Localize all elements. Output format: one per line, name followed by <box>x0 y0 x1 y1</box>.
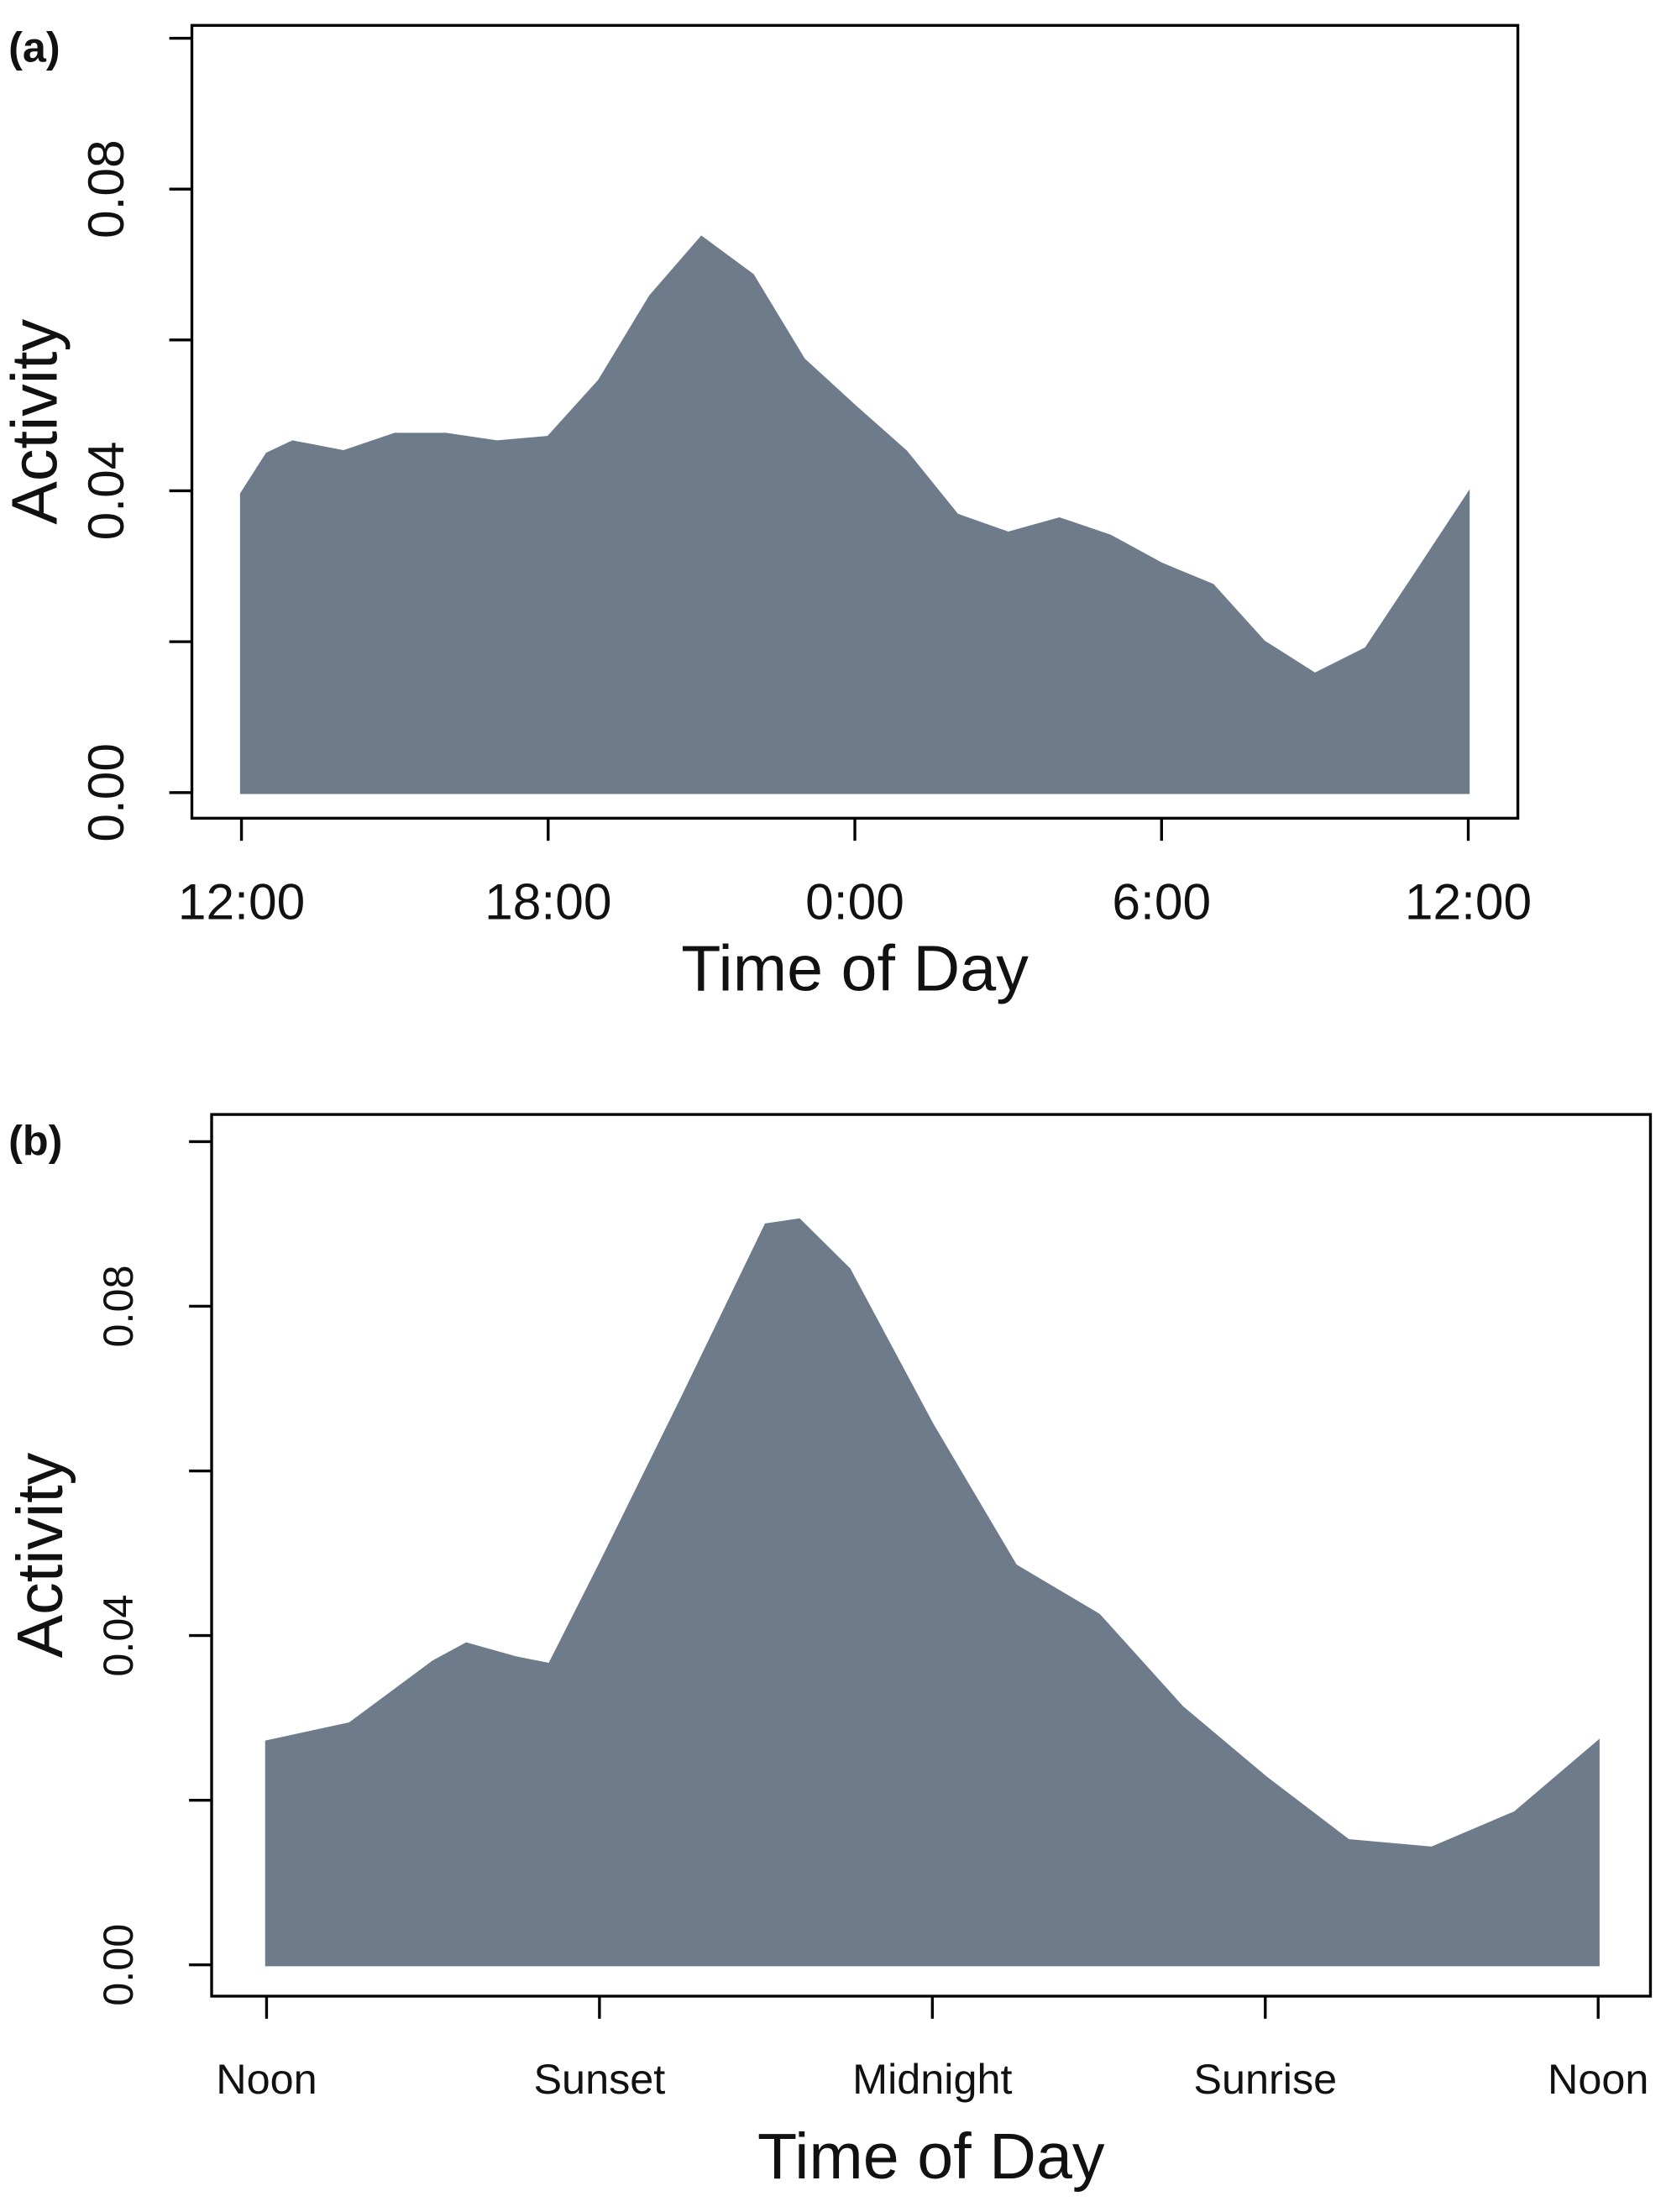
x-tick-label: Noon <box>1548 2055 1648 2103</box>
y-tick-label: 0.08 <box>94 1265 142 1347</box>
x-tick-label: 18:00 <box>485 873 611 930</box>
x-axis-title: Time of Day <box>681 933 1029 1005</box>
panel-label: (a) <box>8 24 60 71</box>
x-tick-label: 12:00 <box>1405 873 1532 930</box>
x-tick-label: 0:00 <box>805 873 904 930</box>
y-axis-title: Activity <box>0 319 71 525</box>
x-tick-label: 6:00 <box>1112 873 1211 930</box>
y-tick-label: 0.04 <box>77 442 134 541</box>
x-tick-label: Noon <box>216 2055 317 2103</box>
y-tick-label: 0.00 <box>94 1924 142 2006</box>
x-tick-label: 12:00 <box>178 873 305 930</box>
y-tick-label: 0.04 <box>94 1595 142 1677</box>
x-tick-label: Sunrise <box>1193 2055 1337 2103</box>
y-tick-label: 0.00 <box>77 743 134 842</box>
panel-label: (b) <box>8 1117 62 1165</box>
x-tick-label: Sunset <box>533 2055 665 2103</box>
x-tick-label: Midnight <box>852 2055 1012 2103</box>
x-axis-title: Time of Day <box>757 2120 1105 2193</box>
y-tick-label: 0.08 <box>77 139 134 238</box>
activity-area <box>265 1218 1600 1967</box>
activity-area <box>239 235 1470 794</box>
y-axis-title: Activity <box>4 1452 76 1658</box>
